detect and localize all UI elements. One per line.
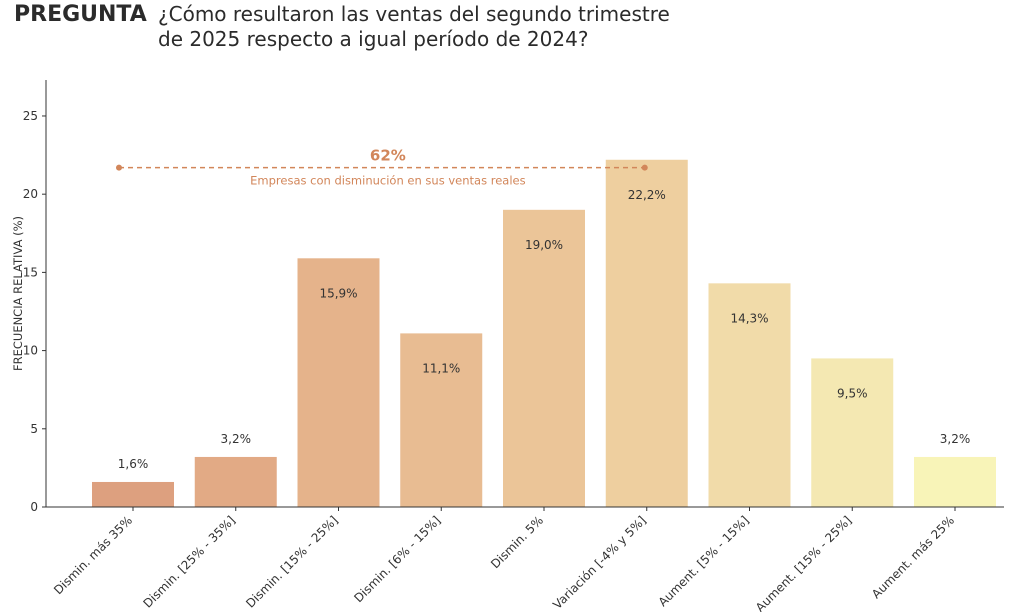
data-label-4: 11,1%	[422, 361, 460, 375]
header-label: PREGUNTA	[14, 2, 147, 27]
y-tick-label-20: 20	[23, 187, 38, 201]
y-tick-label-5: 5	[30, 422, 38, 436]
data-label-3: 15,9%	[319, 286, 357, 300]
bar-9	[914, 456, 996, 507]
y-tick-label-15: 15	[23, 265, 38, 279]
category-label-7: Aument. [5% - 15%]	[656, 513, 752, 609]
category-label-5: Dismin. 5%	[488, 513, 546, 571]
bars-group: 1,6% 3,2% 15,9% 11,1% 19,0% 22,2% 14,3% 9,5% 3,2…	[92, 159, 996, 508]
category-label-2: Dismin. [25% - 35%]	[140, 513, 237, 610]
annotation-group: 62% Empresas con disminución en sus venta…	[116, 147, 648, 188]
category-label-9: Aument. más 25%	[869, 513, 957, 601]
data-label-6: 22,2%	[628, 188, 666, 202]
bar-2	[194, 456, 277, 507]
category-label-1: Dismin. más 35%	[51, 513, 135, 597]
category-label-4: Dismin. [6% - 15%]	[351, 513, 443, 605]
bar-5	[503, 209, 585, 508]
bar-3	[297, 258, 380, 507]
y-tick-label-10: 10	[23, 344, 38, 358]
data-label-9: 3,2%	[940, 432, 971, 446]
annotation-text: Empresas con disminución en sus ventas r…	[250, 174, 525, 188]
question-text: ¿Cómo resultaron las ventas del segundo …	[158, 2, 758, 52]
question-line-1: ¿Cómo resultaron las ventas del segundo …	[158, 2, 670, 26]
category-label-8: Aument. [15% - 25%]	[753, 513, 854, 612]
question-line-2: de 2025 respecto a igual período de 2024…	[158, 27, 589, 51]
y-axis-label: FRECUENCIA RELATIVA (%)	[11, 216, 25, 371]
bar-1	[92, 481, 174, 507]
data-label-8: 9,5%	[837, 386, 868, 400]
data-label-2: 3,2%	[221, 432, 252, 446]
bar-6	[605, 159, 688, 507]
data-label-5: 19,0%	[525, 238, 563, 252]
bar-7	[708, 283, 791, 507]
annotation-dot-right	[641, 164, 648, 171]
bar-4	[400, 333, 483, 507]
data-label-7: 14,3%	[730, 311, 768, 325]
bar-8	[811, 358, 894, 507]
annotation-dot-left	[116, 164, 122, 171]
category-label-3: Dismin. [15% - 25%]	[243, 513, 340, 610]
y-tick-label-0: 0	[30, 500, 38, 514]
data-label-1: 1,6%	[118, 457, 149, 471]
annotation-value: 62%	[370, 147, 406, 165]
category-label-6: Variación [-4% y 5%]	[550, 513, 649, 612]
y-tick-label-25: 25	[23, 109, 38, 123]
